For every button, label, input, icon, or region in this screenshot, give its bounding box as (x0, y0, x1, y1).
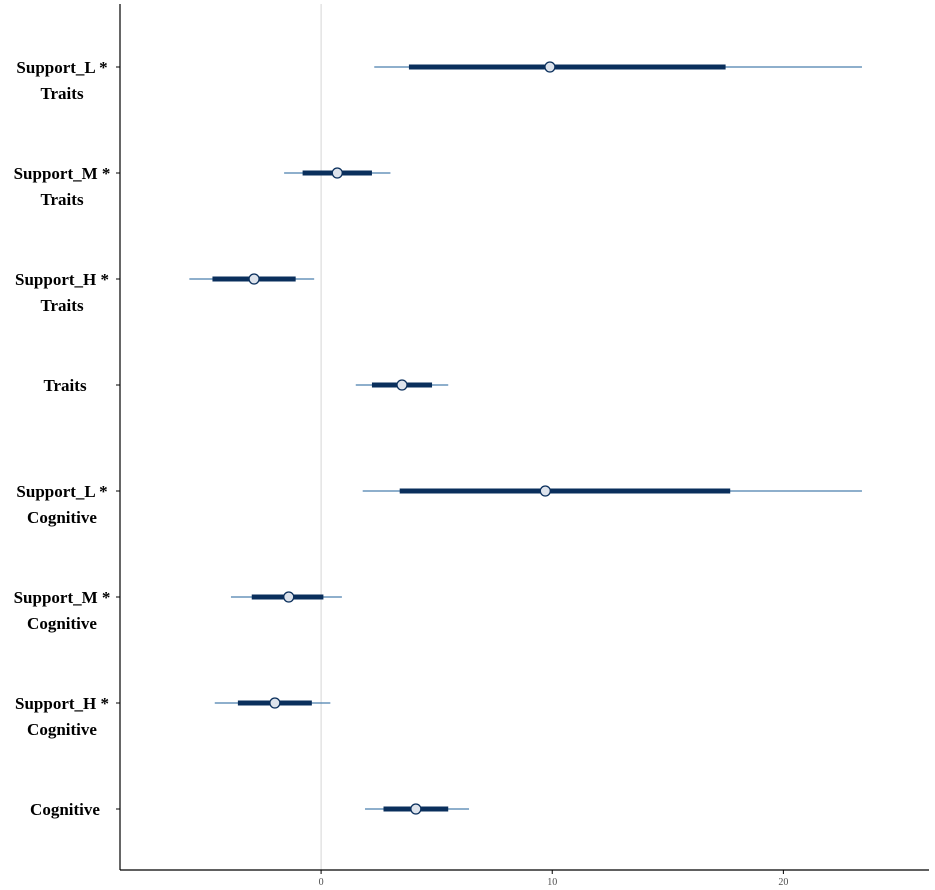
point-estimate (248, 273, 260, 285)
point-estimate (539, 485, 551, 497)
x-tick-label: 10 (547, 877, 557, 888)
point-estimate (283, 591, 295, 603)
y-label-line: Cognitive (27, 614, 97, 633)
y-label-line: Cognitive (27, 720, 97, 739)
y-label-line: Traits (40, 296, 84, 315)
point-estimate (410, 803, 422, 815)
y-label-line: Cognitive (30, 800, 100, 819)
y-label-line: Support_M * (14, 588, 111, 607)
y-label-line: Support_L * (16, 482, 107, 501)
x-tick-label: 0 (319, 877, 324, 888)
point-estimate (544, 61, 556, 73)
y-label-line: Cognitive (27, 508, 97, 527)
y-label-line: Traits (43, 376, 87, 395)
point-estimate (269, 697, 281, 709)
labels-layer: Support_L * Traits Support_M * Traits Suppor… (14, 58, 111, 819)
point-estimate (396, 379, 408, 391)
point-estimate (331, 167, 343, 179)
marks-layer (189, 61, 862, 815)
y-label-line: Traits (40, 190, 84, 209)
x-tick-label: 20 (778, 877, 788, 888)
y-label-line: Support_H * (15, 694, 109, 713)
y-label-line: Traits (40, 84, 84, 103)
y-label-line: Support_L * (16, 58, 107, 77)
y-label-line: Support_M * (14, 164, 111, 183)
axes-layer: 0 10 20 (116, 4, 929, 888)
y-label-line: Support_H * (15, 270, 109, 289)
